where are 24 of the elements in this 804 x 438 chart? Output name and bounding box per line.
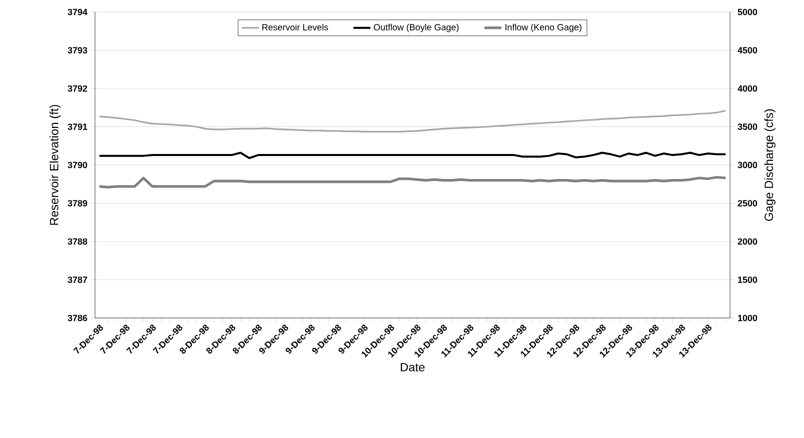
y2-tick-label: 3500 [738,124,758,130]
y-tick-label: 3790 [68,162,88,168]
y-tick-label: 3793 [68,47,88,54]
y2-tick-label: 5000 [738,8,758,16]
y-tick-label: 3791 [68,124,88,130]
y-tick-label: 3788 [68,238,88,245]
y2-tick-label: 2500 [738,200,758,206]
y2-tick-label: 3000 [738,162,758,168]
y-axis-title: Reservoir Elevation (ft) [50,104,61,225]
legend-label: Outflow (Boyle Gage) [374,24,459,32]
legend-label: Reservoir Levels [262,24,328,30]
y-tick-label: 3794 [68,8,88,16]
y-tick-label: 3786 [68,314,88,322]
y2-tick-label: 4500 [738,47,758,54]
y2-tick-label: 4000 [738,85,758,92]
y2-tick-label: 1000 [738,314,758,322]
legend-label: Inflow (Keno Gage) [506,24,582,32]
y-tick-label: 3787 [68,276,88,283]
x-axis-title: Date [400,363,425,372]
y-tick-label: 3789 [68,200,88,206]
y2-tick-label: 2000 [738,238,758,245]
y2-tick-label: 1500 [738,276,758,283]
y-tick-label: 3792 [68,85,88,92]
y2-axis-title: Gage Discharge (cfs) [764,109,776,221]
